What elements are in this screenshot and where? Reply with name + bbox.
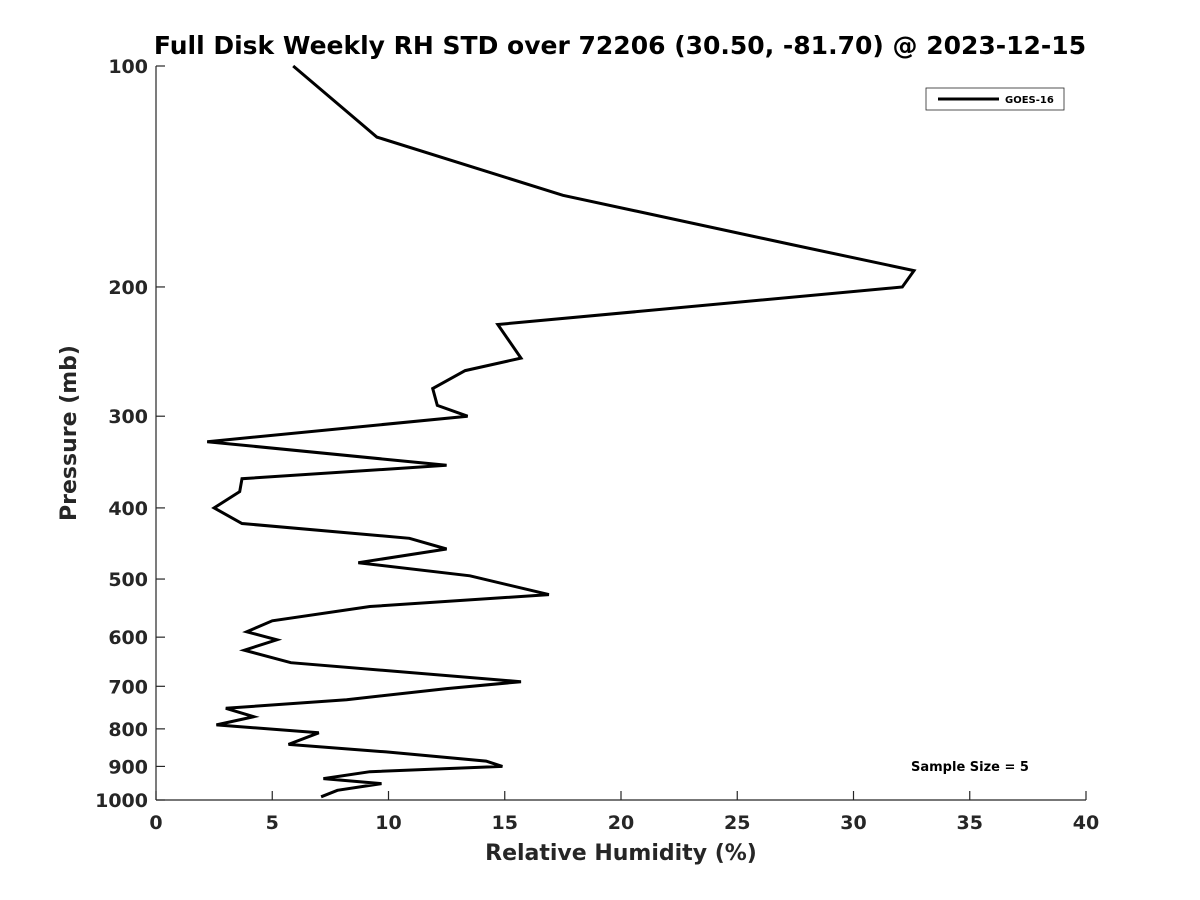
x-tick-label: 15: [492, 812, 518, 834]
y-tick-label: 100: [108, 56, 148, 78]
series-layer: [207, 64, 917, 799]
y-tick-label: 700: [108, 676, 148, 698]
chart-title: Full Disk Weekly RH STD over 72206 (30.5…: [154, 31, 1086, 60]
y-tick-label: 500: [108, 569, 148, 591]
y-tick-label: 400: [108, 498, 148, 520]
x-axis-label: Relative Humidity (%): [485, 841, 757, 866]
x-tick-label: 30: [840, 812, 866, 834]
x-tick-label: 35: [957, 812, 983, 834]
legend-label-goes16: GOES-16: [1005, 95, 1054, 106]
x-tick-label: 0: [149, 812, 162, 834]
y-tick-label: 900: [108, 756, 148, 778]
y-tick-label: 1000: [95, 790, 148, 812]
sample-size-annotation: Sample Size = 5: [911, 760, 1029, 775]
x-tick-label: 5: [266, 812, 279, 834]
y-ticks: 100 200 300 400 500 600 700 800 900 1000: [95, 56, 165, 812]
y-tick-label: 200: [108, 277, 148, 299]
x-ticks: 0 5 10 15 20 25 30 35 40: [149, 791, 1099, 834]
x-tick-label: 10: [375, 812, 401, 834]
y-tick-label: 800: [108, 719, 148, 741]
y-axis-label: Pressure (mb): [57, 345, 82, 521]
x-tick-label: 40: [1073, 812, 1099, 834]
x-tick-label: 25: [724, 812, 750, 834]
x-tick-label: 20: [608, 812, 634, 834]
series-line-goes16: [207, 64, 917, 799]
legend: GOES-16: [925, 87, 1065, 111]
y-tick-label: 300: [108, 406, 148, 428]
y-tick-label: 600: [108, 627, 148, 649]
